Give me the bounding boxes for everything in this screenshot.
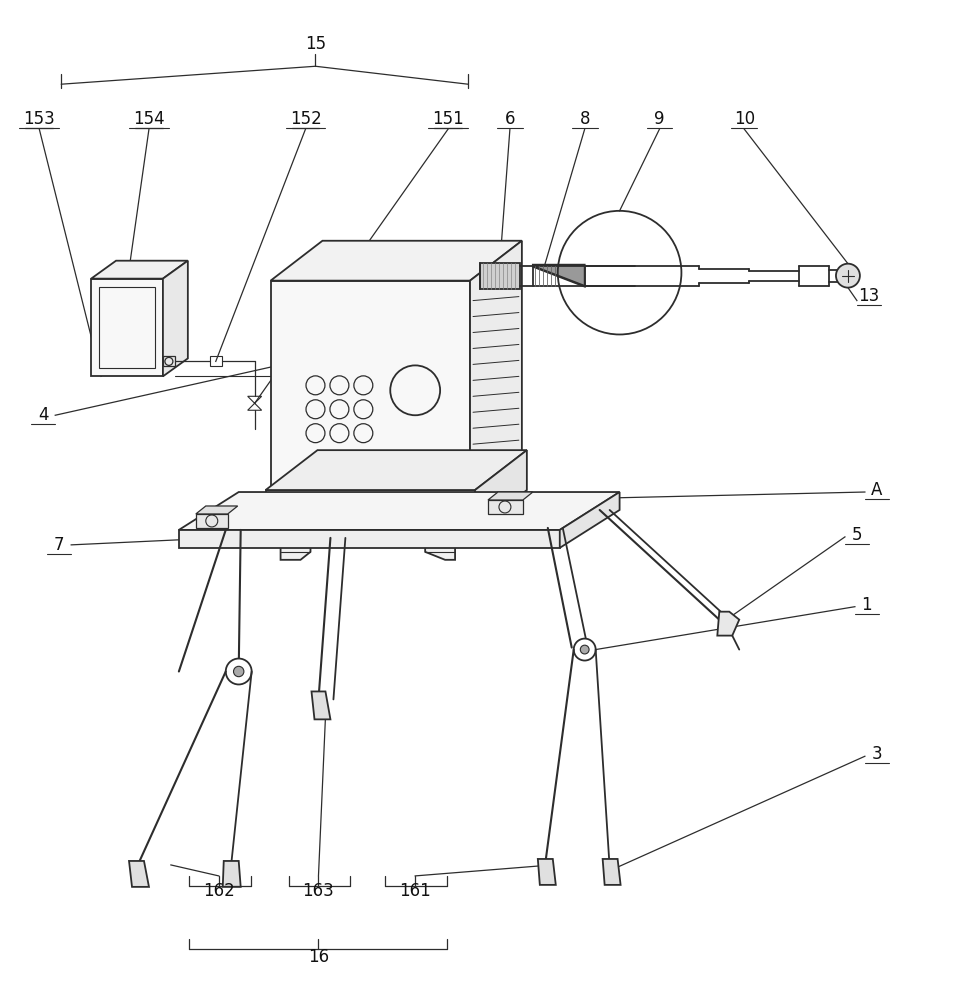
Polygon shape (196, 514, 228, 528)
Polygon shape (196, 506, 238, 514)
Polygon shape (266, 490, 475, 530)
Text: A: A (871, 481, 882, 499)
Text: 4: 4 (38, 406, 49, 424)
Text: 153: 153 (23, 110, 55, 128)
Polygon shape (129, 861, 149, 887)
Text: 8: 8 (580, 110, 590, 128)
Text: 3: 3 (872, 745, 882, 763)
Polygon shape (488, 492, 533, 500)
Polygon shape (311, 691, 330, 719)
Circle shape (836, 264, 860, 288)
Text: 5: 5 (852, 526, 862, 544)
Polygon shape (480, 263, 520, 289)
Circle shape (226, 659, 252, 684)
Polygon shape (179, 492, 619, 530)
Text: 6: 6 (505, 110, 516, 128)
Polygon shape (271, 281, 470, 490)
Text: 162: 162 (203, 882, 234, 900)
Text: 1: 1 (861, 596, 873, 614)
Polygon shape (91, 261, 188, 279)
Text: 9: 9 (654, 110, 664, 128)
Polygon shape (470, 241, 522, 490)
Text: 161: 161 (399, 882, 431, 900)
Text: 15: 15 (305, 35, 326, 53)
Polygon shape (179, 530, 560, 548)
Text: 163: 163 (302, 882, 334, 900)
Polygon shape (603, 859, 620, 885)
Polygon shape (717, 612, 739, 636)
Polygon shape (475, 450, 527, 530)
Text: 152: 152 (290, 110, 322, 128)
Polygon shape (425, 530, 455, 560)
Polygon shape (280, 530, 310, 560)
Circle shape (574, 639, 595, 661)
Circle shape (580, 645, 589, 654)
Text: 10: 10 (733, 110, 755, 128)
Text: 7: 7 (54, 536, 64, 554)
Polygon shape (91, 279, 163, 376)
Polygon shape (271, 241, 522, 281)
Polygon shape (223, 861, 241, 887)
Text: 154: 154 (133, 110, 165, 128)
Text: 151: 151 (432, 110, 464, 128)
Polygon shape (560, 492, 619, 548)
Polygon shape (488, 500, 523, 514)
Text: 13: 13 (858, 287, 879, 305)
Polygon shape (163, 261, 188, 376)
Circle shape (233, 666, 244, 677)
Polygon shape (538, 859, 556, 885)
Polygon shape (266, 450, 527, 490)
Polygon shape (533, 266, 585, 286)
Text: 16: 16 (308, 948, 329, 966)
